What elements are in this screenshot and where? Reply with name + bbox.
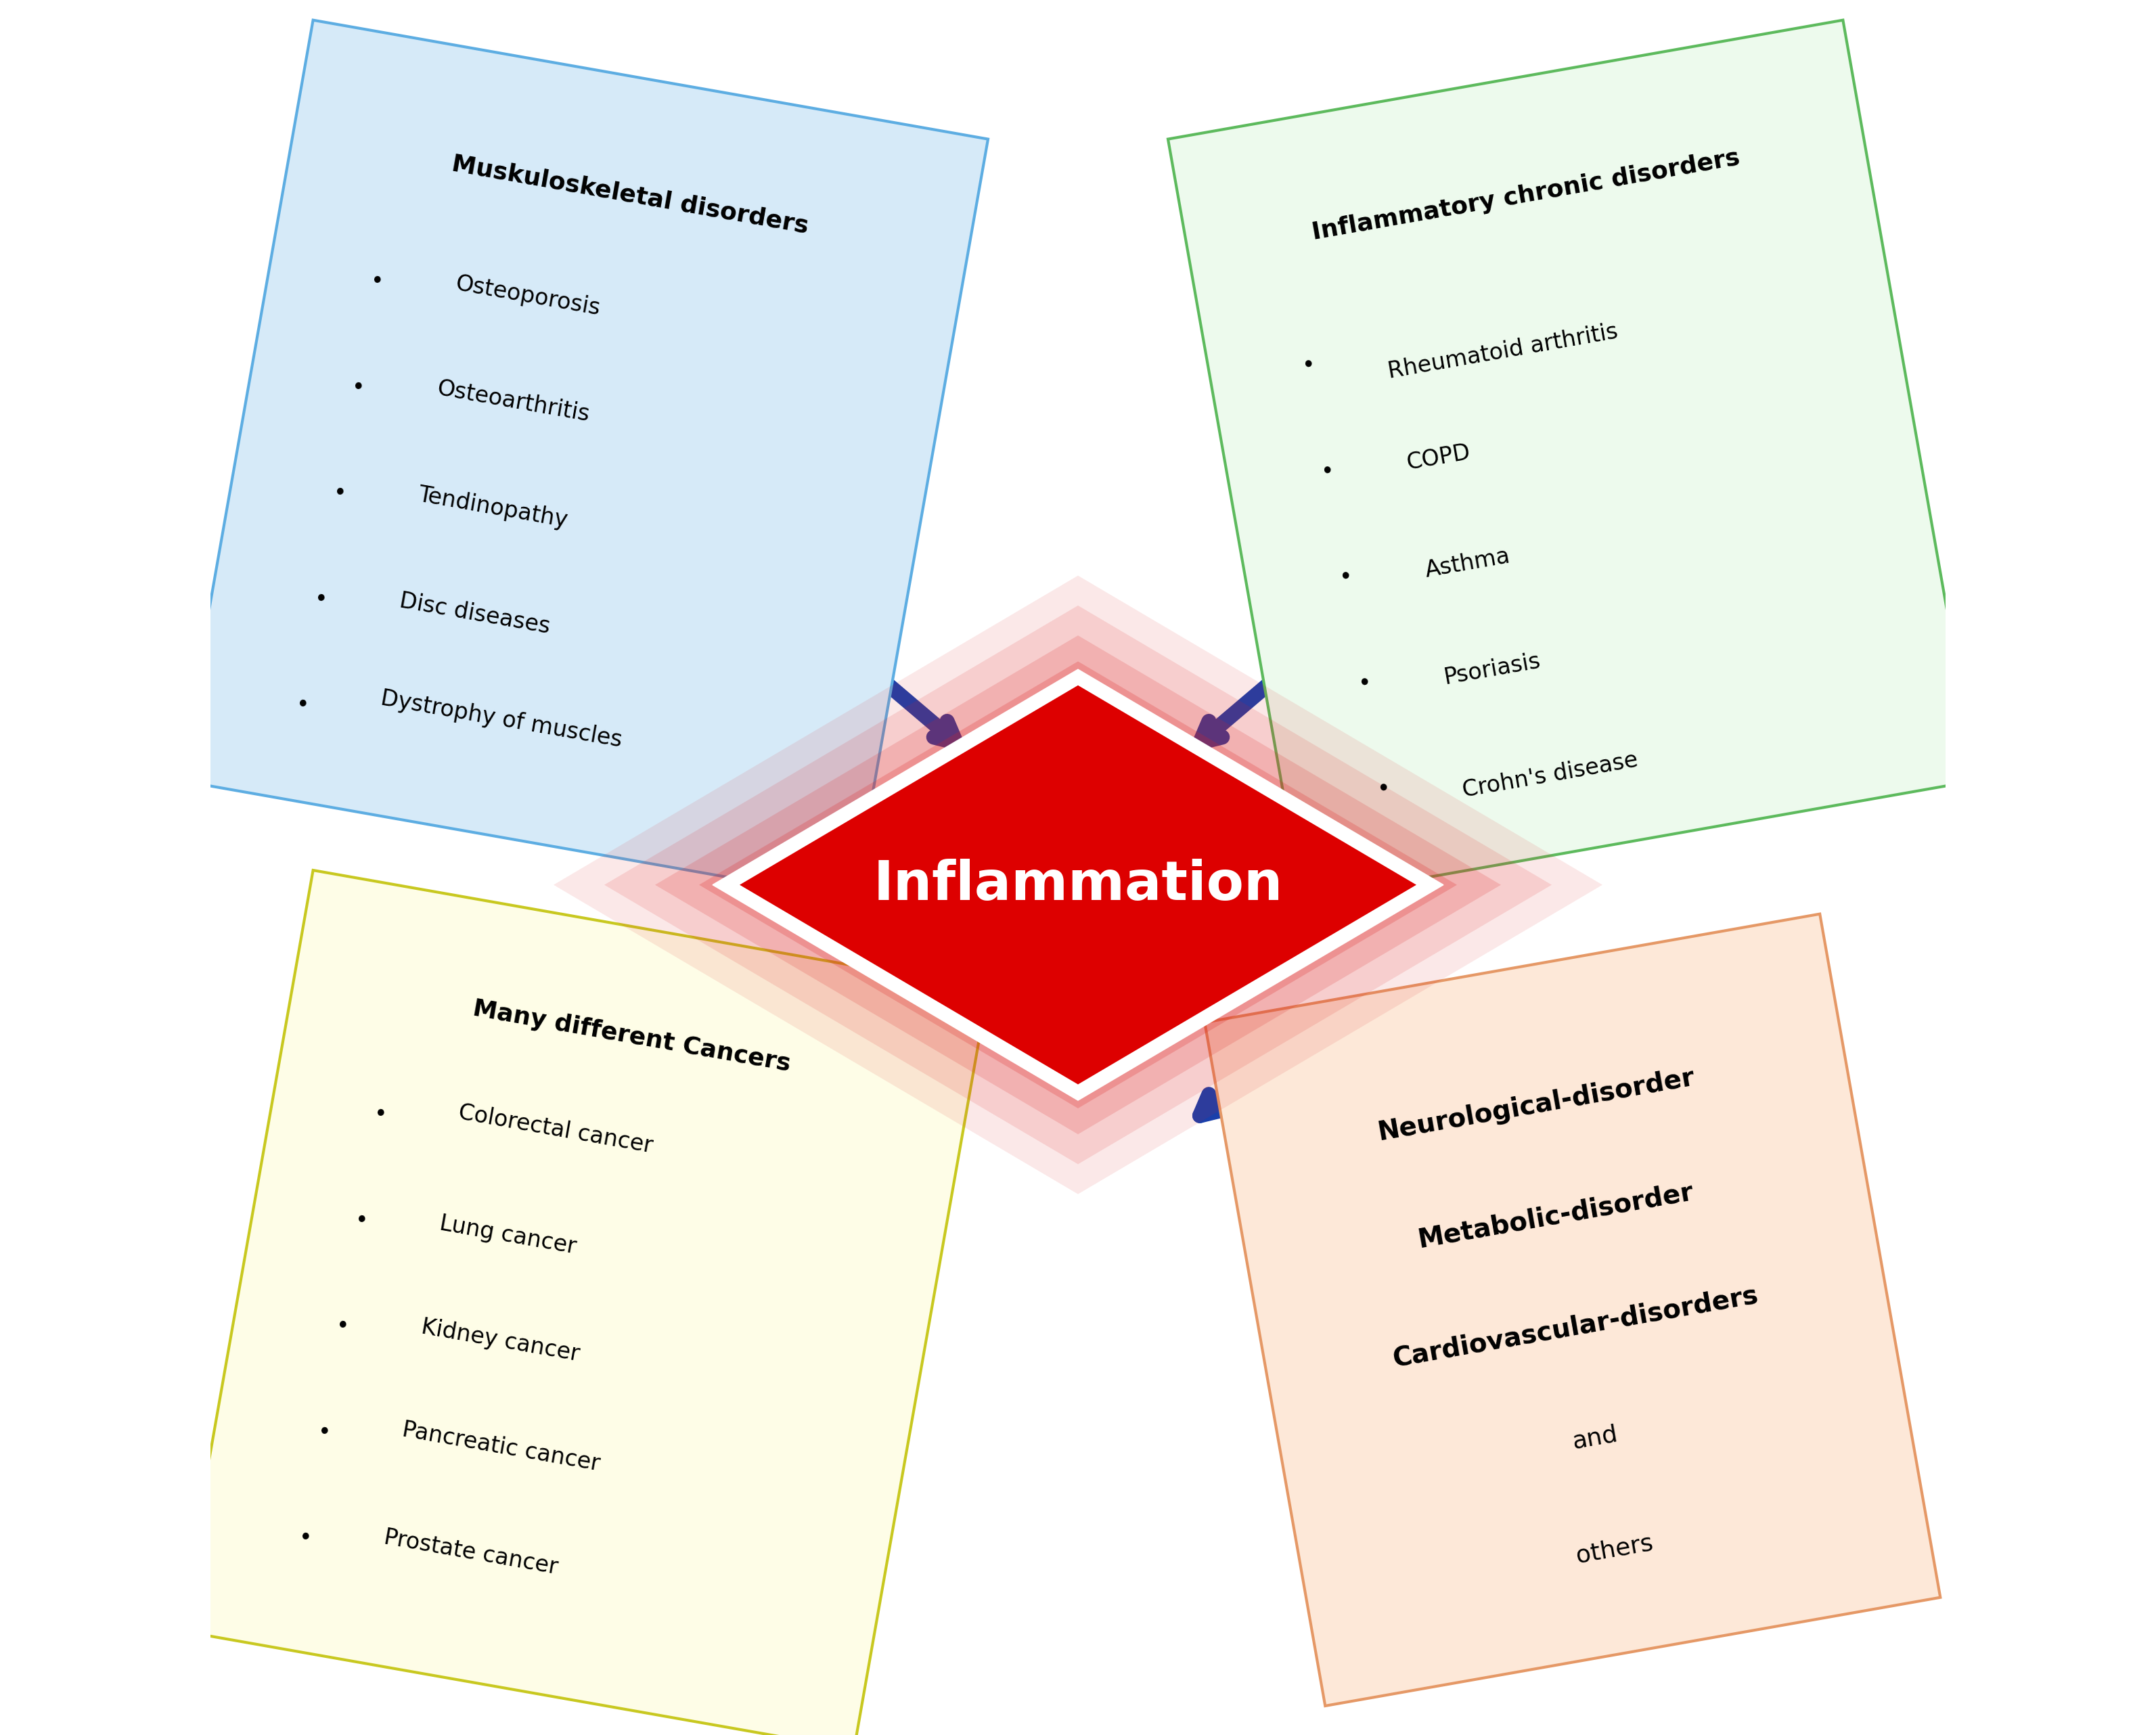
FancyArrowPatch shape [845,649,955,743]
Text: Inflammation: Inflammation [873,859,1283,911]
Text: •: • [371,1103,388,1128]
Text: Muskuloskeletal disorders: Muskuloskeletal disorders [451,153,811,238]
Polygon shape [604,606,1552,1164]
Text: Osteoarthritis: Osteoarthritis [436,378,591,427]
Polygon shape [699,661,1457,1109]
Text: Prostate cancer: Prostate cancer [382,1527,561,1579]
Text: •: • [293,694,310,718]
FancyArrowPatch shape [1201,649,1311,743]
Polygon shape [179,21,987,899]
Text: •: • [332,482,347,507]
Polygon shape [1205,914,1940,1706]
Text: Metabolic-disorder: Metabolic-disorder [1416,1180,1697,1253]
Text: •: • [298,1527,313,1551]
Text: Disc diseases: Disc diseases [397,590,552,638]
Text: •: • [349,376,367,401]
Text: Dystrophy of muscles: Dystrophy of muscles [379,687,623,751]
Text: •: • [369,271,386,295]
Text: and: and [1570,1423,1619,1454]
Text: Neurological-disorder: Neurological-disorder [1376,1064,1697,1145]
Text: Crohn's disease: Crohn's disease [1462,750,1641,802]
Text: Pancreatic cancer: Pancreatic cancer [401,1419,602,1475]
Text: •: • [1319,460,1337,484]
Text: COPD: COPD [1406,441,1473,474]
Polygon shape [655,635,1501,1135]
Text: •: • [313,588,330,612]
Text: Osteoporosis: Osteoporosis [453,272,602,319]
Text: •: • [1376,777,1393,802]
Text: Colorectal cancer: Colorectal cancer [457,1102,655,1157]
Text: Many different Cancers: Many different Cancers [470,998,793,1076]
Text: •: • [334,1315,351,1339]
Polygon shape [179,871,987,1735]
Text: Asthma: Asthma [1423,545,1511,581]
Polygon shape [1169,21,1977,899]
Text: Rheumatoid arthritis: Rheumatoid arthritis [1386,321,1619,383]
Text: others: others [1574,1530,1656,1567]
FancyArrowPatch shape [1201,1022,1311,1116]
Text: Kidney cancer: Kidney cancer [420,1315,582,1365]
FancyArrowPatch shape [845,1022,955,1116]
Text: •: • [1356,671,1373,696]
Text: Inflammatory chronic disorders: Inflammatory chronic disorders [1311,146,1742,245]
Text: •: • [354,1209,369,1234]
Text: Cardiovascular-disorders: Cardiovascular-disorders [1391,1282,1759,1372]
Polygon shape [740,685,1416,1084]
Text: Tendinopathy: Tendinopathy [416,484,569,533]
Text: Psoriasis: Psoriasis [1442,651,1542,689]
Text: •: • [1339,566,1354,590]
Text: Lung cancer: Lung cancer [438,1213,578,1258]
Text: •: • [1300,354,1317,378]
Polygon shape [554,576,1602,1194]
Polygon shape [714,670,1442,1100]
Text: •: • [315,1421,332,1445]
